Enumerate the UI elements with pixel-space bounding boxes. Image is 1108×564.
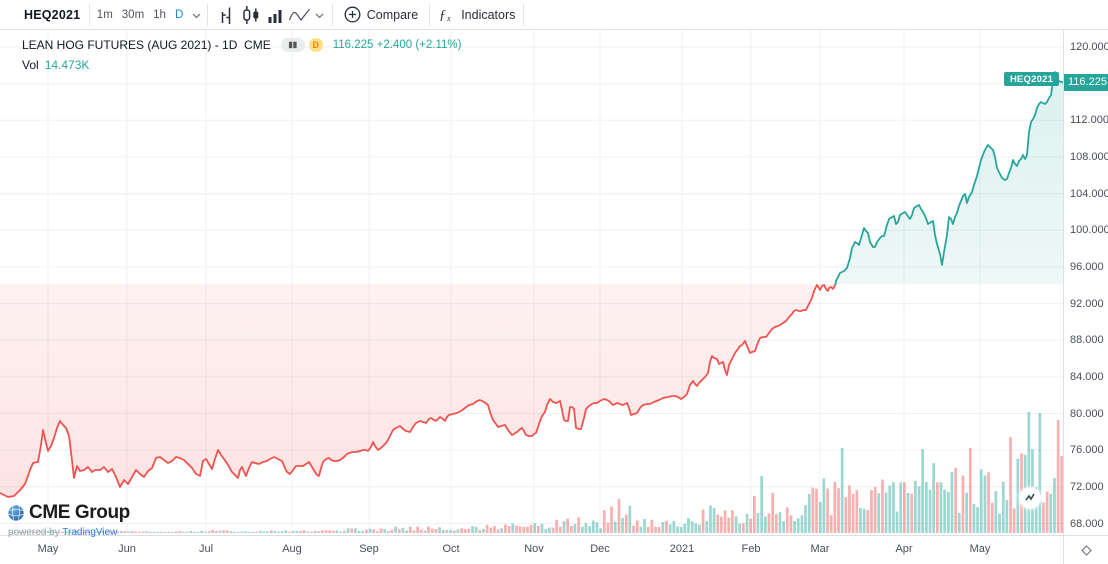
svg-text:ƒ: ƒ [439, 8, 446, 22]
svg-text:x: x [446, 14, 451, 22]
